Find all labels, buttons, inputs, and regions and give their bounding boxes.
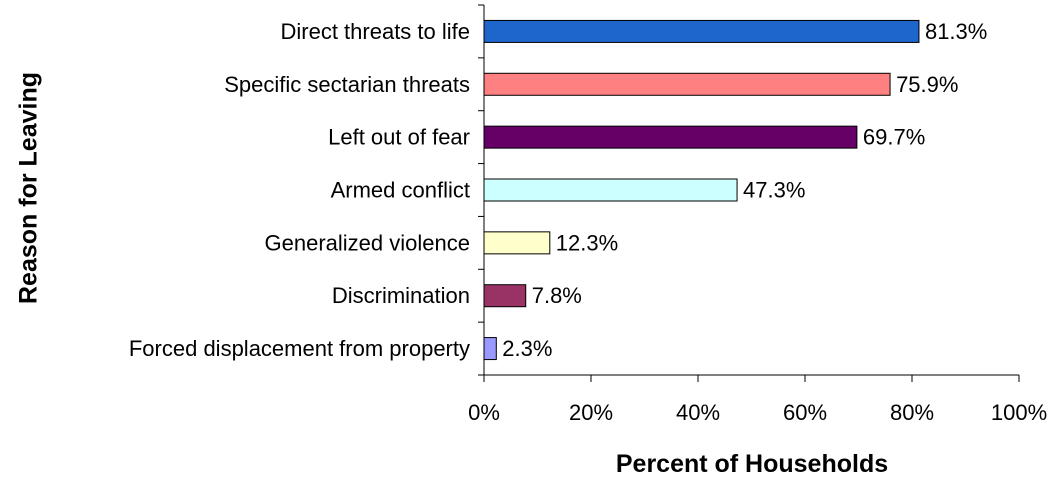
data-label: 69.7%	[863, 125, 925, 150]
data-label: 7.8%	[532, 283, 582, 308]
category-label: Forced displacement from property	[129, 336, 470, 361]
data-label: 12.3%	[556, 230, 618, 255]
data-label: 75.9%	[896, 72, 958, 97]
data-label: 47.3%	[743, 178, 805, 203]
x-tick-label: 80%	[890, 400, 934, 425]
axes-layer	[478, 4, 1020, 382]
bar	[483, 125, 858, 149]
bar	[483, 231, 551, 255]
category-label: Left out of fear	[328, 125, 470, 150]
x-tick-label: 100%	[991, 400, 1047, 425]
x-tick-label: 20%	[569, 400, 613, 425]
x-tick-label: 60%	[783, 400, 827, 425]
x-tick-label: 0%	[468, 400, 500, 425]
bar	[483, 72, 891, 96]
category-label: Specific sectarian threats	[224, 72, 470, 97]
data-label: 2.3%	[502, 336, 552, 361]
x-tick-label: 40%	[676, 400, 720, 425]
category-label: Discrimination	[332, 283, 470, 308]
bar	[483, 284, 527, 308]
bar	[483, 178, 738, 202]
bars-layer	[483, 19, 920, 361]
category-label: Armed conflict	[331, 178, 470, 203]
bar	[483, 337, 497, 361]
category-label: Generalized violence	[265, 230, 470, 255]
data-label: 81.3%	[925, 19, 987, 44]
bar	[483, 19, 920, 43]
y-axis-title: Reason for Leaving	[15, 72, 43, 304]
category-label: Direct threats to life	[280, 19, 470, 44]
labels-layer: Direct threats to life 81.3% Specific sect…	[129, 19, 1047, 425]
x-axis-title: Percent of Households	[616, 450, 888, 478]
